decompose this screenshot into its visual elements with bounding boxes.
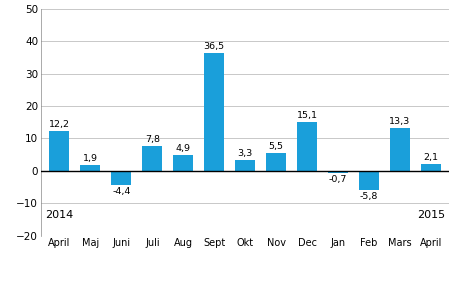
Text: -0,7: -0,7: [329, 175, 347, 184]
Bar: [173, 155, 193, 171]
Text: 13,3: 13,3: [390, 117, 410, 126]
Bar: [297, 122, 317, 171]
Text: 3,3: 3,3: [237, 149, 253, 158]
Text: -5,8: -5,8: [360, 191, 378, 201]
Text: -4,4: -4,4: [112, 187, 131, 196]
Bar: [328, 171, 348, 173]
Text: 5,5: 5,5: [269, 142, 284, 151]
Bar: [235, 160, 255, 171]
Text: 2,1: 2,1: [424, 153, 439, 162]
Text: 12,2: 12,2: [49, 120, 70, 130]
Text: 7,8: 7,8: [145, 135, 160, 144]
Text: 2015: 2015: [417, 210, 445, 220]
Bar: [421, 164, 441, 171]
Bar: [390, 128, 410, 171]
Bar: [80, 165, 100, 171]
Bar: [142, 146, 163, 171]
Text: 4,9: 4,9: [176, 144, 191, 153]
Bar: [204, 53, 224, 171]
Bar: [49, 131, 69, 171]
Text: 2014: 2014: [45, 210, 74, 220]
Bar: [111, 171, 131, 185]
Bar: [266, 153, 286, 171]
Text: 1,9: 1,9: [83, 154, 98, 163]
Bar: [359, 171, 379, 190]
Text: 36,5: 36,5: [204, 42, 225, 51]
Text: 15,1: 15,1: [296, 111, 317, 120]
